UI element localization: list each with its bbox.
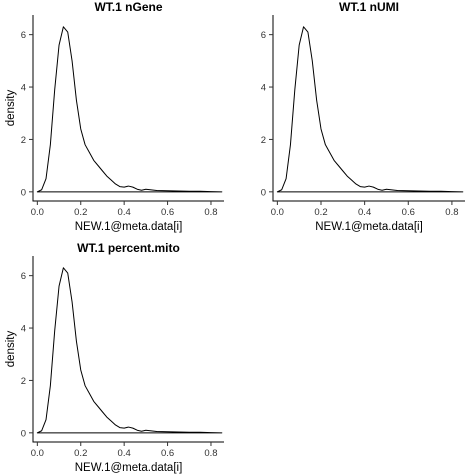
x-tick-label: 0.2 [314,207,327,218]
x-tick-label: 0.4 [118,207,131,218]
x-tick-label: 0.2 [74,207,87,218]
y-tick-label: 0 [261,187,266,198]
y-tick-label: 2 [261,135,266,146]
y-tick-label: 2 [21,135,26,146]
y-tick-label: 6 [21,30,26,41]
y-tick-label: 2 [21,376,26,387]
y-tick-label: 4 [21,324,26,335]
x-axis-title: NEW.1@meta.data[i] [315,221,423,233]
y-tick-label: 6 [21,271,26,282]
x-axis-title: NEW.1@meta.data[i] [75,462,183,474]
x-tick-label: 0.0 [271,207,284,218]
y-tick-label: 0 [21,187,26,198]
y-axis-title: density [5,90,17,127]
density-curve [36,26,223,193]
x-tick-label: 0.0 [31,448,44,459]
x-tick-label: 0.6 [402,207,415,218]
y-tick-label: 0 [21,428,26,439]
panel-1: WT.1 nGene 0.0 0.2 0.4 0.6 0.8 0 2 4 6 NEW.1@meta.… [5,0,224,233]
y-axis-title: density [5,331,17,368]
panel-3: WT.1 percent.mito 0.0 0.2 0.4 0.6 0.8 0 2 4 6 NEW.… [5,241,224,474]
x-tick-label: 0.8 [204,207,217,218]
x-tick-label: 0.4 [358,207,371,218]
density-curve [36,267,223,434]
x-tick-label: 0.4 [118,448,131,459]
y-tick-label: 4 [21,83,26,94]
x-tick-label: 0.0 [31,207,44,218]
x-tick-label: 0.6 [161,207,174,218]
panel-title: WT.1 percent.mito [77,241,180,255]
panel-title: WT.1 nUMI [339,0,399,14]
panel-title: WT.1 nGene [94,0,162,14]
panel-2: WT.1 nUMI 0.0 0.2 0.4 0.6 0.8 0 2 4 6 NEW.1@meta.d… [261,0,465,233]
x-tick-label: 0.6 [161,448,174,459]
x-tick-label: 0.8 [204,448,217,459]
density-curve [276,26,464,193]
y-tick-label: 6 [261,30,266,41]
x-tick-label: 0.2 [74,448,87,459]
x-axis-title: NEW.1@meta.data[i] [75,221,183,233]
x-tick-label: 0.8 [445,207,458,218]
y-tick-label: 4 [261,83,266,94]
